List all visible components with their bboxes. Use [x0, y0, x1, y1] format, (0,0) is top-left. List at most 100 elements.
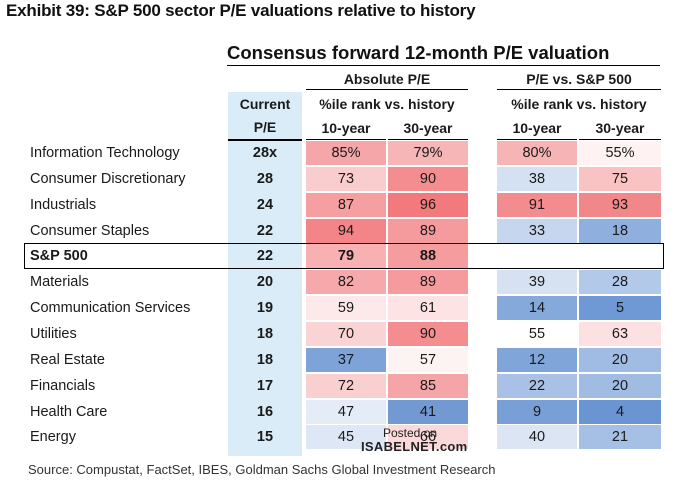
current-pe-cell: 24: [256, 196, 274, 213]
abs-30yr-cell: 57: [388, 347, 468, 372]
rel-30yr-cell: 20: [579, 347, 661, 372]
table-row: Communication Services 19 59 61 14 5: [0, 295, 700, 321]
abs-10yr-cell: 47: [306, 399, 386, 424]
table-row: Real Estate 18 37 57 12 20: [0, 347, 700, 373]
watermark: Posted on ISABELNET.com: [355, 426, 505, 454]
relative-rank-subheader: %ile rank vs. history: [511, 96, 647, 112]
abs-30yr-header: 30-year: [388, 117, 468, 140]
current-header-line1: Current: [239, 96, 291, 112]
current-pe-cell: 18: [256, 325, 274, 342]
rel-30yr-cell: 5: [579, 296, 661, 321]
current-pe-header-bg: [228, 92, 302, 140]
rel-10yr-cell: 80%: [497, 141, 577, 165]
current-pe-cell: 22: [256, 248, 274, 265]
table-row: Industrials 24 87 96 91 93: [0, 192, 700, 218]
rel-30yr-cell: 18: [579, 218, 661, 243]
current-pe-cell: 15: [256, 429, 274, 446]
table-row: Health Care 16 47 41 9 4: [0, 399, 700, 425]
rel-30yr-cell: 75: [579, 166, 661, 191]
current-pe-cell: 16: [256, 403, 274, 420]
rel-10yr-cell: 33: [497, 218, 577, 243]
sector-label: Communication Services: [30, 300, 191, 317]
abs-10yr-cell: 85%: [306, 141, 386, 165]
abs-30yr-cell: 88: [388, 244, 468, 269]
rel-30yr-cell: 21: [579, 425, 661, 450]
table-row: Materials 20 82 89 39 28: [0, 269, 700, 295]
sector-label: Consumer Discretionary: [30, 170, 186, 187]
watermark-line1: Posted on: [383, 426, 438, 440]
sector-label: Health Care: [30, 403, 108, 420]
abs-30yr-cell: 41: [388, 399, 468, 424]
rel-10yr-header: 10-year: [497, 117, 577, 140]
current-pe-cell: 22: [256, 222, 274, 239]
abs-30yr-cell: 79%: [388, 141, 468, 165]
table-row: Consumer Discretionary 28 73 90 38 75: [0, 166, 700, 192]
abs-30yr-cell: 85: [388, 373, 468, 398]
abs-30yr-cell: 66: [388, 425, 468, 450]
rel-10yr-cell: 55: [497, 321, 577, 346]
table-row: Consumer Staples 22 94 89 33 18: [0, 218, 700, 244]
rel-10yr-cell: 91: [497, 192, 577, 217]
abs-10yr-cell: 70: [306, 321, 386, 346]
rel-30yr-cell: 55%: [579, 141, 661, 165]
table-row: Utilities 18 70 90 55 63: [0, 321, 700, 347]
rel-10yr-cell: 40: [497, 425, 577, 450]
absolute-rank-subheader: %ile rank vs. history: [319, 96, 455, 112]
watermark-line2: ISABELNET.com: [361, 439, 468, 454]
abs-30yr-cell: 61: [388, 296, 468, 321]
abs-30yr-cell: 89: [388, 218, 468, 243]
table-row: S&P 500 22 79 88: [0, 243, 700, 269]
abs-10yr-cell: 94: [306, 218, 386, 243]
rel-30yr-cell: 4: [579, 399, 661, 424]
abs-10yr-cell: 37: [306, 347, 386, 372]
sector-label: Information Technology: [30, 145, 180, 161]
abs-10yr-cell: 72: [306, 373, 386, 398]
abs-10yr-cell: 45: [306, 425, 386, 450]
sector-label: Energy: [30, 429, 76, 446]
abs-10yr-cell: 82: [306, 270, 386, 295]
current-pe-cell: 28x: [252, 145, 278, 161]
table-row: Financials 17 72 85 22 20: [0, 373, 700, 399]
rel-30yr-cell: 20: [579, 373, 661, 398]
sector-label: Materials: [30, 274, 89, 291]
exhibit-title: Exhibit 39: S&P 500 sector P/E valuation…: [6, 1, 476, 20]
rel-10yr-cell: 14: [497, 296, 577, 321]
current-pe-cell: 17: [256, 377, 274, 394]
sector-label: Financials: [30, 377, 96, 394]
abs-30yr-cell: 96: [388, 192, 468, 217]
rel-30yr-cell: 28: [579, 270, 661, 295]
rel-30yr-cell: [579, 244, 661, 269]
abs-30yr-cell: 89: [388, 270, 468, 295]
rel-10yr-cell: 12: [497, 347, 577, 372]
rel-30yr-cell: 63: [579, 321, 661, 346]
current-pe-cell: 20: [256, 274, 274, 291]
sector-label: Consumer Staples: [30, 222, 150, 239]
abs-10yr-cell: 73: [306, 166, 386, 191]
sector-label: Real Estate: [30, 351, 105, 368]
table-title: Consensus forward 12-month P/E valuation: [227, 42, 660, 66]
rel-10yr-cell: [497, 244, 577, 269]
rel-10yr-cell: 39: [497, 270, 577, 295]
current-pe-column-bg: [228, 140, 302, 456]
current-pe-cell: 28: [256, 170, 274, 187]
current-header-rule: [228, 139, 302, 141]
relative-pe-header: P/E vs. S&P 500: [497, 70, 661, 90]
rel-10yr-cell: 38: [497, 166, 577, 191]
abs-10yr-cell: 87: [306, 192, 386, 217]
current-pe-cell: 18: [256, 351, 274, 368]
absolute-pe-header: Absolute P/E: [306, 70, 468, 90]
current-pe-cell: 19: [256, 300, 274, 317]
abs-10yr-cell: 79: [306, 244, 386, 269]
abs-10yr-cell: 59: [306, 296, 386, 321]
abs-10yr-header: 10-year: [306, 117, 386, 140]
sector-label: Utilities: [30, 325, 77, 342]
rel-10yr-cell: 9: [497, 399, 577, 424]
abs-30yr-cell: 90: [388, 321, 468, 346]
table-row: Information Technology 28x 85% 79% 80% 55%: [0, 140, 700, 166]
source-note: Source: Compustat, FactSet, IBES, Goldma…: [28, 462, 496, 477]
sector-label: S&P 500: [30, 248, 88, 265]
table-row: Energy 15 45 66 40 21: [0, 424, 700, 450]
rel-10yr-cell: 22: [497, 373, 577, 398]
sector-label: Industrials: [30, 196, 97, 213]
rel-30yr-cell: 93: [579, 192, 661, 217]
